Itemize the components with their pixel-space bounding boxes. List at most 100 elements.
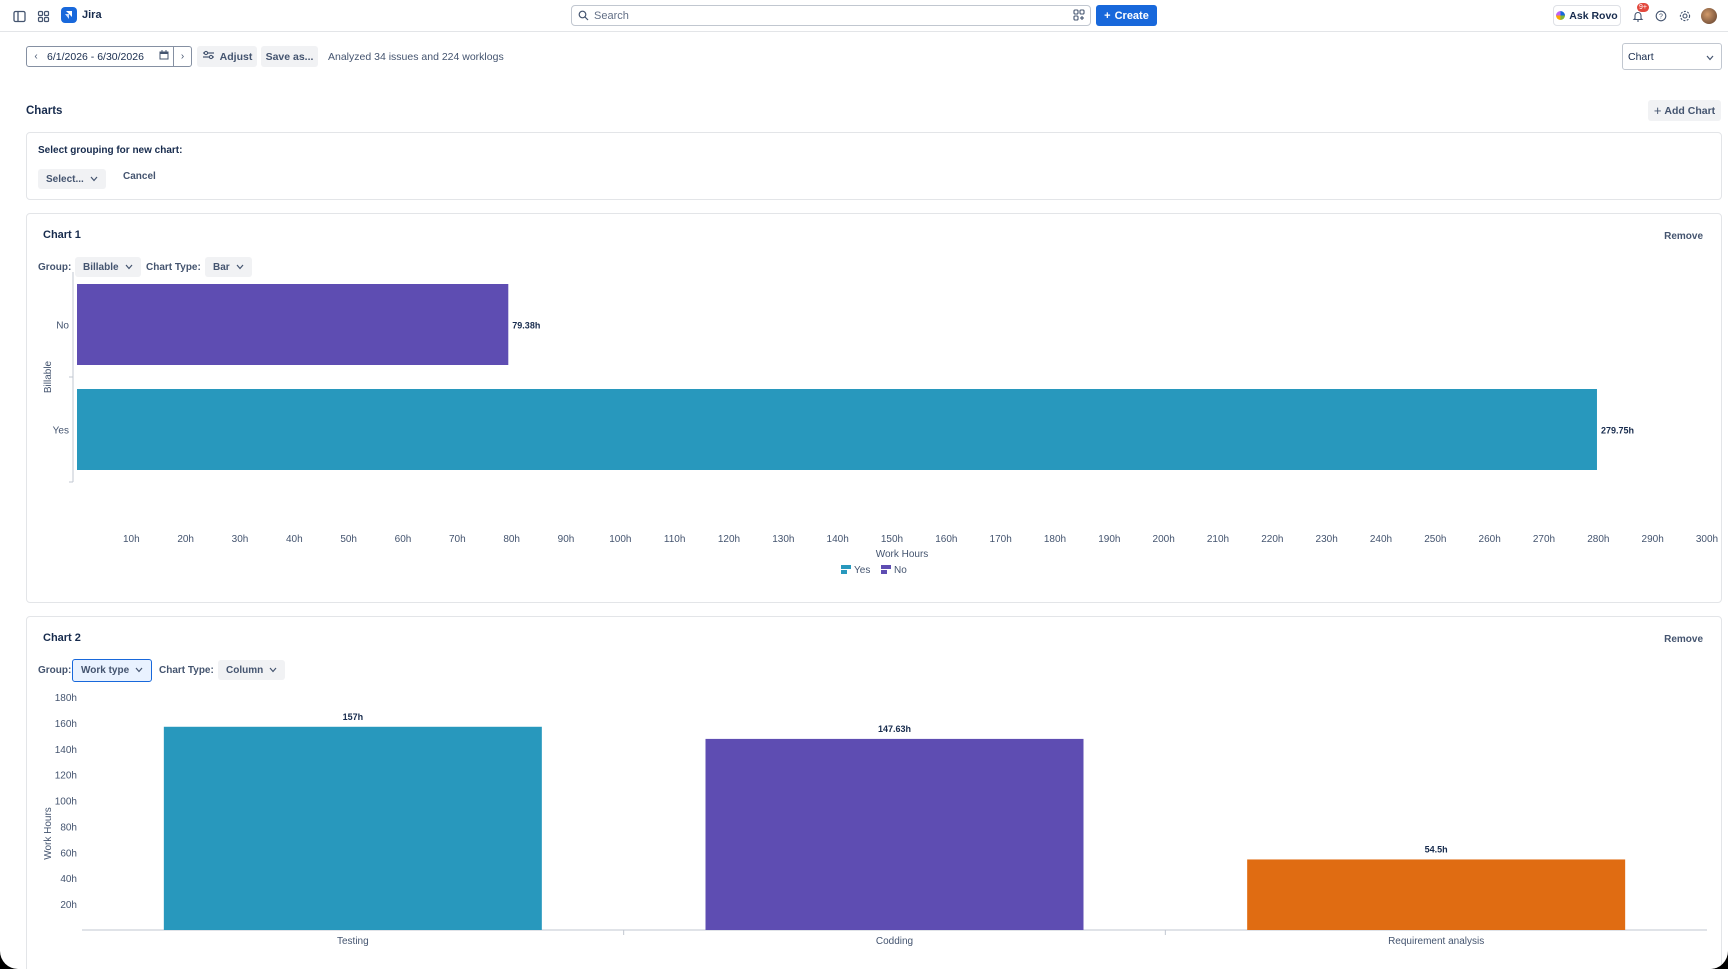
x-tick-label: 50h (340, 534, 357, 545)
y-tick-label: 80h (60, 822, 77, 833)
top-nav: Jira Search + Create Ask Rovo 9+ ? (0, 0, 1728, 32)
legend-swatch (881, 570, 887, 574)
view-mode-select[interactable]: Chart (1622, 43, 1722, 70)
y-tick-label: 100h (55, 797, 77, 808)
x-tick-label: Codding (876, 936, 913, 947)
x-tick-label: 240h (1370, 534, 1392, 545)
x-tick-label: 170h (990, 534, 1012, 545)
jira-logo-icon[interactable] (61, 7, 77, 23)
x-tick-label: 180h (1044, 534, 1066, 545)
chevron-down-icon (269, 665, 277, 676)
column-requirement-analysis (1247, 859, 1626, 930)
adjust-button[interactable]: Adjust (197, 46, 257, 67)
x-tick-label: Requirement analysis (1388, 936, 1484, 947)
y-tick-label: 120h (55, 771, 77, 782)
remove-chart-button[interactable]: Remove (1664, 634, 1703, 645)
search-placeholder: Search (594, 10, 629, 22)
y-tick-label: 140h (55, 745, 77, 756)
add-chart-button[interactable]: + Add Chart (1648, 100, 1721, 121)
y-tick-label: 20h (60, 900, 77, 911)
data-label: 157h (343, 712, 364, 722)
y-tick-label: 60h (60, 848, 77, 859)
chart-type-label: Chart Type: (146, 262, 201, 273)
search-icon (578, 10, 589, 24)
legend-label: Yes (854, 565, 870, 576)
y-axis-label: Work Hours (43, 807, 54, 860)
date-range-picker[interactable]: ‹ 6/1/2026 - 6/30/2026 › (26, 46, 192, 67)
app-switcher-icon[interactable] (35, 8, 51, 24)
x-tick-label: 60h (395, 534, 412, 545)
x-tick-label: 20h (177, 534, 194, 545)
x-tick-label: 40h (286, 534, 303, 545)
remove-chart-button[interactable]: Remove (1664, 231, 1703, 242)
bar-no (77, 284, 509, 365)
x-tick-label: 260h (1479, 534, 1501, 545)
x-tick-label: 230h (1316, 534, 1338, 545)
chart-type-select[interactable]: Bar (205, 257, 252, 277)
x-tick-label: 280h (1587, 534, 1609, 545)
user-avatar[interactable] (1701, 8, 1717, 24)
calendar-icon[interactable] (159, 50, 173, 63)
billable-bar-chart: No 79.38h Yes 279.75h Billable 10h 20h 30h 40h 50… (43, 272, 1718, 576)
date-range-value[interactable]: 6/1/2026 - 6/30/2026 (47, 50, 144, 63)
chart-1-panel: Chart 1 Remove Group: Billable Chart Typ… (26, 213, 1722, 603)
x-tick-label: 100h (609, 534, 631, 545)
y-tick-label: No (56, 321, 69, 332)
data-label: 79.38h (512, 321, 540, 331)
ask-rovo-button[interactable]: Ask Rovo (1553, 5, 1621, 26)
x-tick-label: 80h (503, 534, 520, 545)
x-tick-label: Testing (337, 936, 369, 947)
legend-swatch (841, 570, 847, 574)
chart-type-select[interactable]: Column (218, 660, 286, 680)
chevron-down-icon (135, 665, 143, 676)
notifications-badge: 9+ (1637, 3, 1649, 12)
create-button[interactable]: + Create (1096, 5, 1157, 26)
chart-title: Chart 1 (43, 229, 81, 241)
y-tick-label: 40h (60, 874, 77, 885)
work-type-column-chart: 20h 40h 60h 80h 100h 120h 140h 160h 180h Work Hou… (43, 693, 1707, 947)
x-tick-label: 190h (1098, 534, 1120, 545)
plus-icon: + (1653, 103, 1662, 118)
chart-title: Chart 2 (43, 632, 81, 644)
x-tick-label: 10h (123, 534, 140, 545)
x-tick-label: 250h (1424, 534, 1446, 545)
save-as-button[interactable]: Save as... (261, 46, 318, 67)
column-testing (163, 726, 542, 930)
x-tick-label: 270h (1533, 534, 1555, 545)
sidebar-toggle-icon[interactable] (11, 8, 27, 24)
group-select[interactable]: Billable (75, 257, 141, 277)
grouping-select[interactable]: Select... (38, 169, 106, 189)
chevron-down-icon (90, 174, 98, 185)
column-codding (705, 738, 1084, 930)
chevron-down-icon (1706, 52, 1714, 64)
cancel-button[interactable]: Cancel (123, 171, 156, 182)
legend-swatch (881, 565, 891, 569)
y-tick-label: Yes (53, 426, 69, 437)
legend-label: No (894, 565, 907, 576)
sliders-icon (202, 50, 215, 63)
notifications-bell-icon[interactable] (1630, 8, 1646, 24)
next-period-icon[interactable]: › (173, 47, 191, 66)
settings-gear-icon[interactable] (1677, 8, 1693, 24)
previous-period-icon[interactable]: ‹ (34, 51, 38, 62)
x-tick-label: 160h (935, 534, 957, 545)
search-input[interactable]: Search (571, 5, 1091, 26)
group-label: Group: (38, 262, 72, 273)
group-label: Group: (38, 665, 72, 676)
x-tick-label: 110h (664, 534, 686, 545)
legend-swatch (841, 565, 851, 569)
new-chart-panel: Select grouping for new chart: Select...… (26, 132, 1722, 200)
x-tick-label: 200h (1153, 534, 1175, 545)
svg-text:?: ? (1659, 14, 1663, 21)
x-tick-label: 130h (772, 534, 794, 545)
help-icon[interactable]: ? (1653, 8, 1669, 24)
app-name[interactable]: Jira (82, 9, 102, 21)
analyzed-summary: Analyzed 34 issues and 224 worklogs (328, 51, 504, 63)
filter-icon[interactable] (1073, 9, 1085, 24)
chevron-down-icon (236, 262, 244, 273)
x-tick-label: 30h (232, 534, 249, 545)
group-select[interactable]: Work type (72, 659, 153, 682)
x-tick-label: 150h (881, 534, 903, 545)
x-tick-label: 300h (1696, 534, 1718, 545)
